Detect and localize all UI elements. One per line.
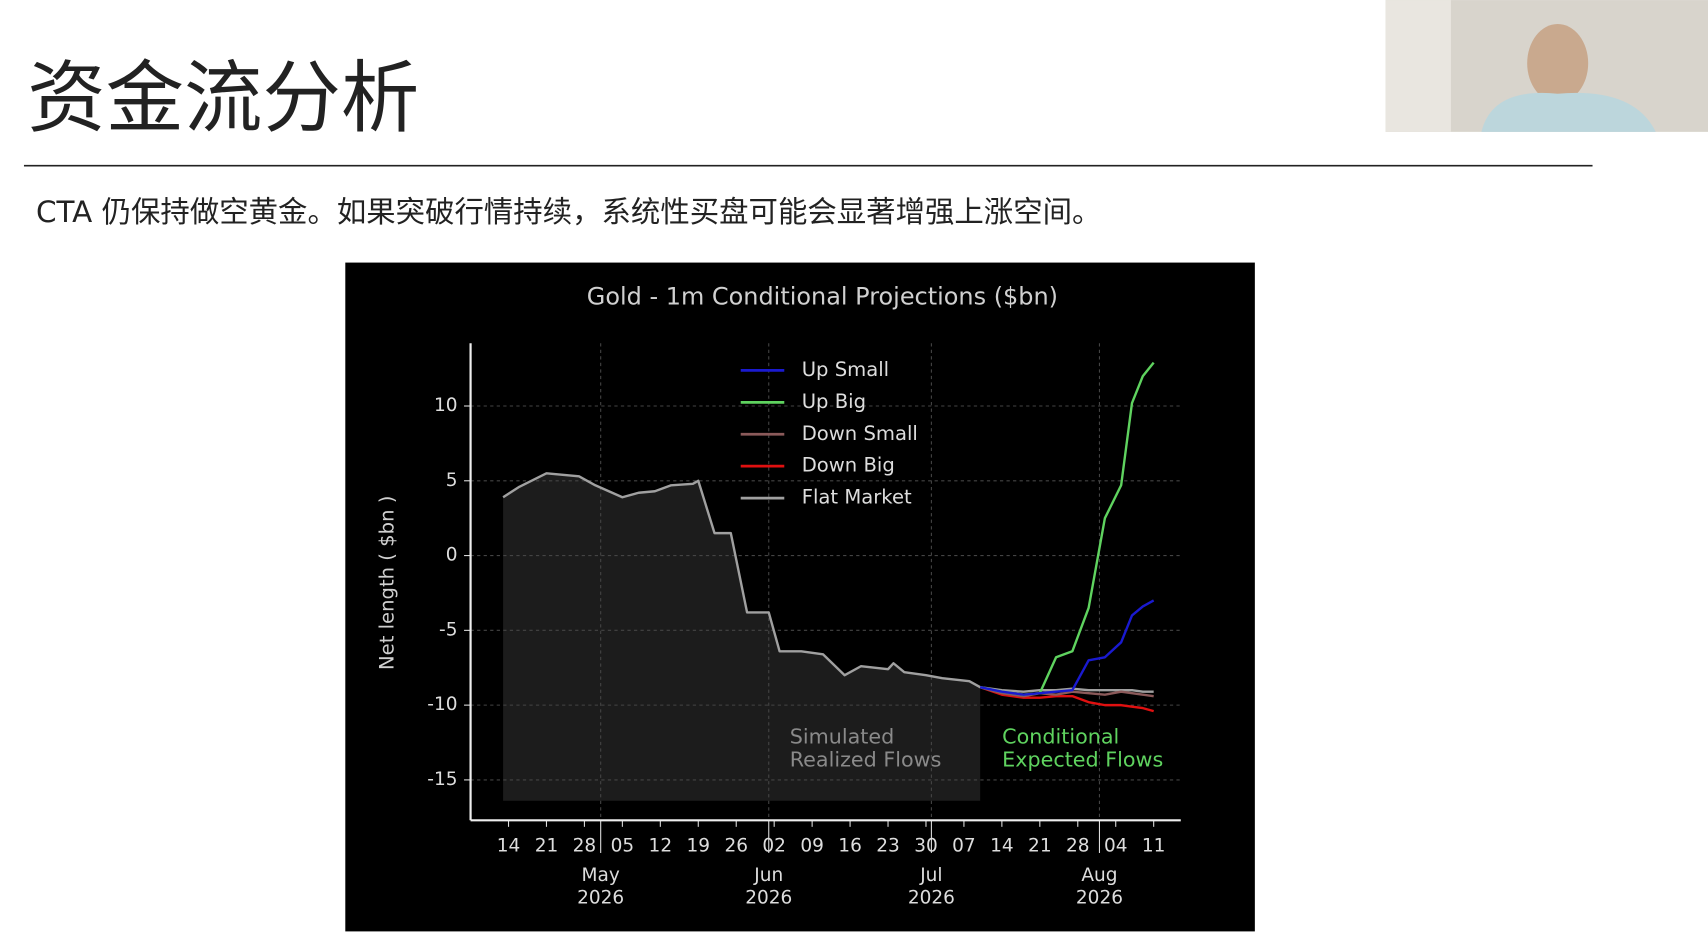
y-tick-label: -10 xyxy=(427,694,457,715)
y-tick-label: 0 xyxy=(446,545,458,566)
year-label: 2026 xyxy=(1076,888,1123,909)
legend-label: Up Big xyxy=(802,390,866,413)
x-tick-label: 09 xyxy=(800,835,824,856)
x-tick-label: 07 xyxy=(952,835,976,856)
x-tick-label: 14 xyxy=(497,835,521,856)
chart-title: Gold - 1m Conditional Projections ($bn) xyxy=(587,282,1058,310)
chart-panel xyxy=(345,262,1255,932)
x-tick-label: 21 xyxy=(1028,835,1052,856)
month-label: Jun xyxy=(753,865,783,886)
series-line xyxy=(979,686,1154,698)
x-tick-label: 30 xyxy=(914,835,938,856)
webcam xyxy=(1385,0,1708,132)
x-tick-label: 19 xyxy=(687,835,711,856)
x-tick-label: 28 xyxy=(1066,835,1090,856)
annotation: Realized Flows xyxy=(790,747,942,771)
legend-label: Down Big xyxy=(802,454,895,477)
month-label: May xyxy=(582,865,620,886)
x-tick-label: 02 xyxy=(762,835,786,856)
annotation: Conditional xyxy=(1002,725,1119,749)
year-label: 2026 xyxy=(908,888,955,909)
legend-label: Up Small xyxy=(802,358,889,381)
x-tick-label: 12 xyxy=(649,835,673,856)
annotation: Expected Flows xyxy=(1002,747,1163,771)
year-label: 2026 xyxy=(577,888,624,909)
x-tick-label: 11 xyxy=(1142,835,1166,856)
x-tick-label: 05 xyxy=(611,835,635,856)
year-label: 2026 xyxy=(745,888,792,909)
y-tick-label: -15 xyxy=(427,769,457,790)
x-tick-label: 28 xyxy=(573,835,597,856)
x-tick-label: 16 xyxy=(838,835,862,856)
y-tick-label: 5 xyxy=(446,470,458,491)
slide-title: 资金流分析 xyxy=(27,53,419,144)
legend-label: Down Small xyxy=(802,422,918,445)
series-line xyxy=(502,472,1154,693)
x-tick-label: 21 xyxy=(535,835,559,856)
y-tick-label: -5 xyxy=(439,619,457,640)
x-tick-label: 04 xyxy=(1104,835,1128,856)
y-axis-label: Net length ( $bn ) xyxy=(375,496,398,670)
annotation: Simulated xyxy=(790,725,895,749)
y-tick-label: 10 xyxy=(434,395,458,416)
series-line xyxy=(979,599,1155,696)
series-line xyxy=(979,686,1154,713)
legend-label: Flat Market xyxy=(802,486,912,509)
x-tick-label: 14 xyxy=(990,835,1014,856)
slide-subtitle: CTA 仍保持做空黄金。如果突破行情持续，系统性买盘可能会显著增强上涨空间。 xyxy=(36,195,1102,229)
x-tick-label: 26 xyxy=(724,835,748,856)
month-label: Jul xyxy=(919,865,942,886)
month-label: Aug xyxy=(1081,865,1117,886)
x-tick-label: 23 xyxy=(876,835,900,856)
